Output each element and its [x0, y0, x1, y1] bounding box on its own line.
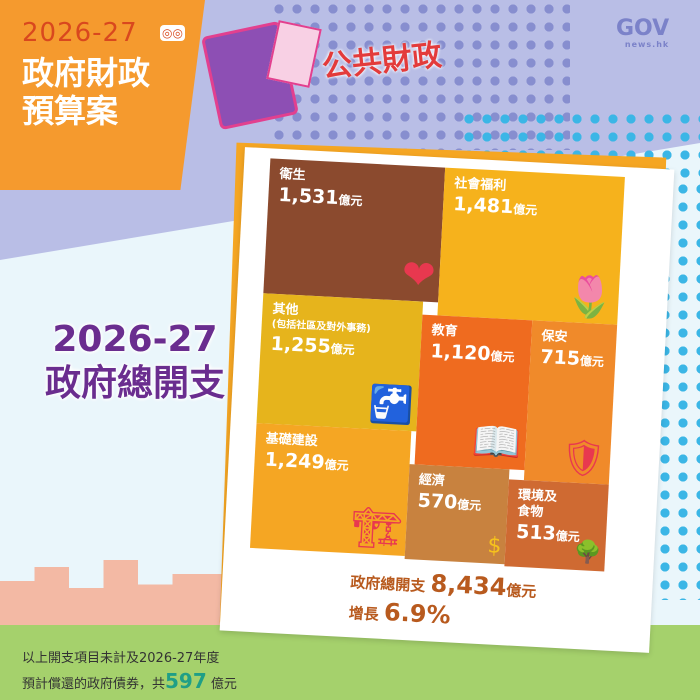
cell-value: 1,531 — [277, 183, 340, 210]
footnote-line2: 預計償還的政府債券，共 — [22, 677, 166, 692]
bond-amount: 597 — [165, 669, 207, 693]
coin-icon: $ — [486, 533, 503, 560]
cell-name: 環境及 食物 — [516, 487, 558, 521]
title-line1: 政府財政 — [22, 54, 151, 92]
main-title-text: 政府總開支 — [44, 363, 225, 404]
treemap-cell: 衛生 1,531億元 ❤ — [263, 158, 446, 303]
cell-value: 1,255 — [270, 332, 332, 358]
total-expenditure: 政府總開支 8,434億元 增長 6.9% — [348, 565, 537, 637]
cell-value: 1,249 — [264, 448, 326, 474]
main-title-year: 2026-27 — [52, 319, 218, 360]
cell-unit: 億元 — [324, 457, 349, 473]
treemap-cell: 保安 715億元 🛡 — [523, 320, 618, 485]
treemap-cell: 其他 (包括社區及對外事務) 1,255億元 🚰 — [256, 293, 424, 432]
growth-value: 6.9% — [383, 598, 452, 630]
treemap-cell: 經濟 570億元 $ — [404, 464, 510, 565]
crane-icon: 🏗 — [350, 504, 404, 553]
heart-flower-icon: 🌷 — [563, 273, 616, 322]
treemap-cell: 社會福利 1,481億元 🌷 — [437, 167, 625, 325]
footnote: 以上開支項目未計及2026-27年度 預計償還的政府債券，共597 億元 — [22, 648, 237, 696]
heart-icon: ❤ — [400, 251, 437, 300]
book-icon: 📖 — [470, 418, 524, 467]
treemap-card: 衛生 1,531億元 ❤ 社會福利 1,481億元 🌷 其他 (包括社區及對外事務) 1,255… — [219, 147, 675, 653]
treemap-cell: 教育 1,120億元 📖 — [414, 314, 533, 471]
total-value: 8,434 — [429, 569, 508, 602]
treemap-cell: 環境及 食物 513億元 🌳 — [504, 479, 609, 572]
total-unit: 億元 — [505, 581, 537, 601]
bond-unit: 億元 — [210, 677, 237, 692]
header-year: 2026-27 — [22, 18, 138, 48]
cell-unit: 億元 — [579, 353, 605, 370]
cell-unit: 億元 — [456, 497, 482, 513]
growth-label: 增長 — [348, 604, 380, 624]
footnote-line1: 以上開支項目未計及2026-27年度 — [22, 651, 220, 666]
faucet-coin-icon: 🚰 — [367, 383, 415, 428]
cell-value: 570 — [417, 489, 458, 514]
title-line2: 預算案 — [22, 92, 119, 130]
total-label: 政府總開支 — [349, 573, 426, 596]
treemap: 衛生 1,531億元 ❤ 社會福利 1,481億元 🌷 其他 (包括社區及對外事務) 1,255… — [249, 158, 625, 572]
main-title: 2026-27 政府總開支 — [20, 318, 250, 406]
cell-value: 715 — [539, 345, 581, 370]
cell-unit: 億元 — [330, 341, 355, 358]
treemap-cell: 基礎建設 1,249億元 🏗 — [249, 423, 412, 557]
cell-unit: 億元 — [338, 193, 363, 209]
cell-value: 513 — [515, 520, 557, 545]
cell-unit: 億元 — [512, 202, 538, 218]
header-title: 政府財政 預算案 — [22, 54, 150, 130]
shield-icon: 🛡 — [559, 437, 608, 481]
camera-icon: ◎◎ — [160, 25, 185, 41]
gov-news-logo: GOV news.hk — [616, 16, 670, 50]
cell-name: 保安 — [541, 328, 568, 346]
cell-unit: 億元 — [490, 349, 515, 365]
city-skyline — [0, 560, 230, 630]
cell-value: 1,120 — [429, 340, 492, 366]
cell-value: 1,481 — [452, 193, 514, 219]
tree-apple-icon: 🌳 — [573, 539, 602, 567]
